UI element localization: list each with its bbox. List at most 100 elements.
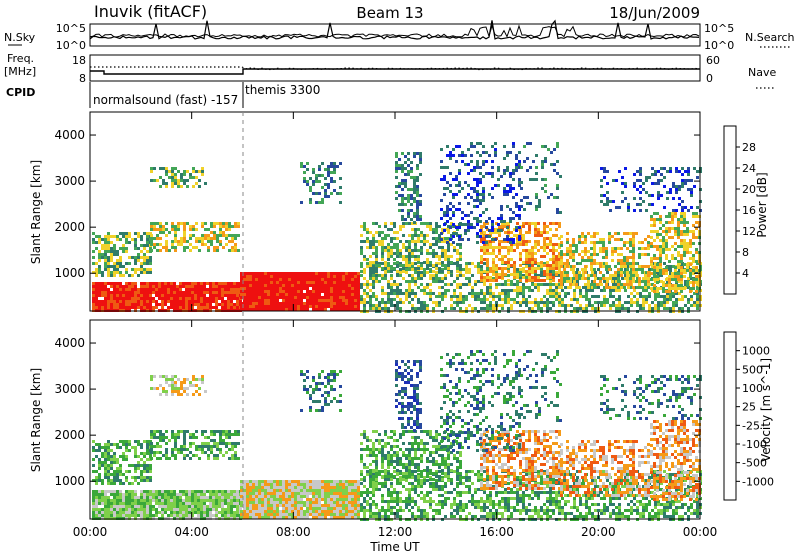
power-cell <box>525 301 528 304</box>
velocity-cell <box>230 505 233 508</box>
power-cell <box>140 265 143 268</box>
velocity-cell <box>246 489 249 492</box>
power-cell <box>309 177 312 180</box>
power-cell <box>675 170 678 173</box>
power-cell <box>279 287 282 290</box>
velocity-cell <box>173 514 176 517</box>
power-cell <box>348 308 351 311</box>
power-cell <box>140 294 143 297</box>
power-cell <box>696 283 699 286</box>
power-cell <box>411 274 414 277</box>
power-cell <box>645 191 648 194</box>
power-cell <box>159 222 162 225</box>
power-cell <box>665 269 668 272</box>
power-cell <box>104 306 107 309</box>
power-cell <box>423 274 426 277</box>
power-cell <box>501 222 504 225</box>
power-cell <box>560 235 563 238</box>
power-cell <box>339 302 342 305</box>
power-cell <box>312 299 315 302</box>
power-cell <box>158 303 161 306</box>
power-cell <box>396 286 399 289</box>
power-cell <box>146 288 149 291</box>
power-cell <box>131 285 134 288</box>
power-cell <box>395 197 398 200</box>
power-cell <box>564 286 567 289</box>
power-cell <box>654 170 657 173</box>
power-cell <box>560 244 563 247</box>
power-cell <box>336 165 339 168</box>
power-cell <box>291 308 294 311</box>
power-cell <box>644 253 647 256</box>
power-cell <box>288 293 291 296</box>
power-cell <box>101 282 104 285</box>
power-cell <box>526 169 529 172</box>
power-cell <box>582 271 585 274</box>
power-cell <box>638 268 641 271</box>
power-cell <box>222 231 225 234</box>
power-cell <box>191 294 194 297</box>
power-cell <box>162 228 165 231</box>
power-cell <box>411 307 414 310</box>
power-cell <box>491 166 494 169</box>
power-cell <box>327 305 330 308</box>
power-cell <box>375 270 378 273</box>
power-cell <box>414 295 417 298</box>
power-cell <box>354 275 357 278</box>
power-cell <box>449 217 452 220</box>
power-cell <box>101 303 104 306</box>
power-cell <box>98 250 101 253</box>
velocity-cell <box>182 493 185 496</box>
power-cell <box>438 246 441 249</box>
power-cell <box>665 230 668 233</box>
power-cell <box>222 222 225 225</box>
power-cell <box>372 283 375 286</box>
power-cell <box>489 279 492 282</box>
power-cell <box>366 265 369 268</box>
power-cell <box>440 166 443 169</box>
power-cell <box>680 221 683 224</box>
power-cell <box>267 278 270 281</box>
power-cell <box>414 249 417 252</box>
power-cell <box>113 294 116 297</box>
power-cell <box>413 215 416 218</box>
power-cell <box>443 187 446 190</box>
power-cell <box>183 179 186 182</box>
power-cell <box>486 258 489 261</box>
power-cell <box>486 252 489 255</box>
power-cell <box>665 278 668 281</box>
power-cell <box>213 222 216 225</box>
power-cell <box>605 286 608 289</box>
power-cell <box>504 231 507 234</box>
velocity-cell <box>107 502 110 505</box>
power-cell <box>150 167 153 170</box>
power-cell <box>227 300 230 303</box>
beam-title: Beam 13 <box>356 4 423 22</box>
power-cell <box>626 259 629 262</box>
power-cell <box>267 272 270 275</box>
power-cell <box>464 181 467 184</box>
power-cell <box>636 277 639 280</box>
power-cell <box>534 301 537 304</box>
velocity-cell <box>131 490 134 493</box>
power-cell <box>222 246 225 249</box>
power-cell <box>693 185 696 188</box>
velocity-cell <box>110 499 113 502</box>
power-cell <box>575 286 578 289</box>
power-cell <box>459 258 462 261</box>
power-cell <box>488 154 491 157</box>
power-cell <box>116 235 119 238</box>
power-cell <box>387 243 390 246</box>
power-cell <box>327 195 330 198</box>
power-heatmap <box>92 142 702 313</box>
power-cell <box>165 182 168 185</box>
power-cell <box>623 232 626 235</box>
power-cell <box>473 178 476 181</box>
power-cell <box>549 289 552 292</box>
power-cell <box>680 266 683 269</box>
power-cell <box>186 222 189 225</box>
power-cell <box>303 180 306 183</box>
power-cell <box>537 301 540 304</box>
power-cell <box>471 292 474 295</box>
power-cell <box>212 300 215 303</box>
